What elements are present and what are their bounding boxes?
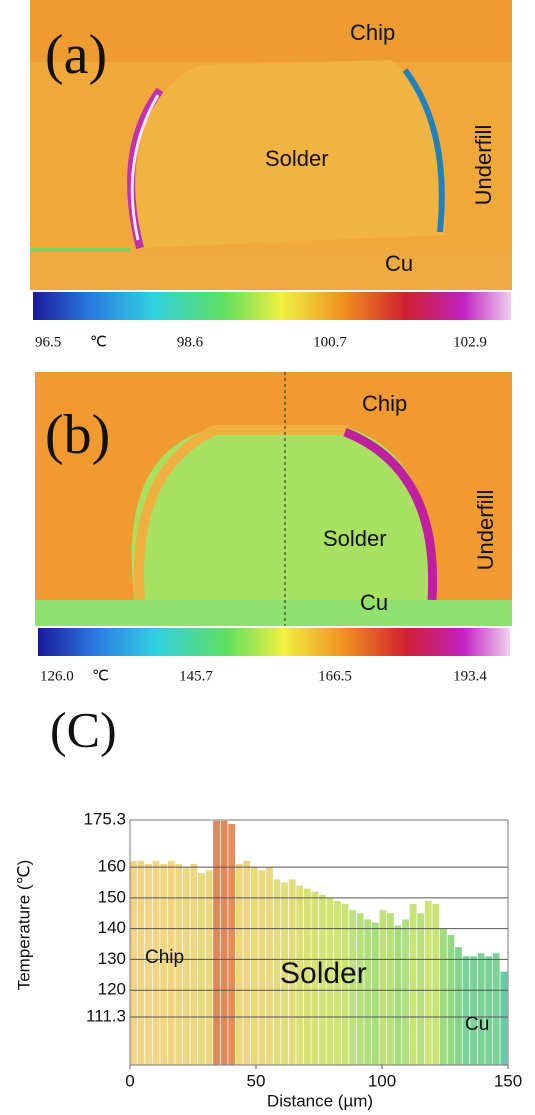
bar — [221, 821, 228, 1065]
figure: (a) Chip Solder Underfill Cu 96.5 ℃ 98.6… — [0, 0, 535, 1115]
x-tick-label: 50 — [247, 1071, 266, 1090]
y-axis-label: Temperature (℃) — [14, 860, 33, 991]
colorbar-a — [33, 292, 511, 320]
solder-label: Solder — [323, 526, 387, 551]
bar — [251, 867, 258, 1065]
bar — [417, 913, 424, 1065]
bar — [440, 929, 447, 1065]
colorbar-unit: ℃ — [92, 668, 109, 684]
colorbar-label: 166.5 — [318, 668, 352, 684]
bar — [402, 919, 409, 1065]
y-tick-label: 130 — [98, 949, 126, 968]
bar — [387, 913, 394, 1065]
x-tick-label: 100 — [368, 1071, 396, 1090]
bar — [455, 947, 462, 1065]
colorbar-label: 193.4 — [453, 668, 487, 684]
bar — [500, 972, 507, 1065]
bar — [372, 922, 379, 1065]
y-tick-label: 160 — [98, 857, 126, 876]
bar — [478, 953, 485, 1065]
cu-label: Cu — [360, 590, 388, 615]
bar — [364, 919, 371, 1065]
chart-title: (C) — [50, 701, 117, 757]
bar — [130, 861, 137, 1065]
annotation: Chip — [145, 947, 184, 968]
bar — [228, 824, 235, 1065]
bar — [485, 956, 492, 1065]
bar — [206, 870, 213, 1065]
colorbar-label: 102.9 — [453, 334, 487, 350]
colorbar-b — [38, 628, 510, 656]
bar — [463, 956, 470, 1065]
bar — [198, 873, 205, 1065]
bar — [190, 864, 197, 1065]
chip-label: Chip — [350, 20, 395, 45]
solder-label: Solder — [265, 146, 329, 171]
bar — [243, 861, 250, 1065]
x-tick-label: 0 — [125, 1071, 134, 1090]
x-tick-label: 150 — [494, 1071, 522, 1090]
colorbar-label: 126.0 — [40, 668, 74, 684]
x-axis-label: Distance (µm) — [267, 1091, 373, 1110]
bar — [259, 870, 266, 1065]
bar — [213, 821, 220, 1065]
colorbar-label: 100.7 — [313, 334, 347, 350]
annotation: Solder — [280, 957, 367, 990]
bar — [138, 861, 145, 1065]
bar — [379, 910, 386, 1065]
y-tick-label: 175.3 — [83, 809, 126, 828]
y-tick-label: 150 — [98, 887, 126, 906]
annotation: Cu — [465, 1014, 489, 1035]
underfill-label: Underfill — [473, 490, 498, 571]
underfill-label: Underfill — [471, 125, 496, 206]
bar — [425, 901, 432, 1065]
bar — [448, 935, 455, 1065]
bar — [236, 864, 243, 1065]
page: {"panels": [ {"label": "(a)", "chip": "C… — [0, 0, 535, 1115]
colorbar-label: 96.5 — [35, 334, 61, 350]
colorbar-unit: ℃ — [90, 334, 107, 350]
chip-label: Chip — [362, 391, 407, 416]
y-tick-label: 140 — [98, 918, 126, 937]
colorbar-label: 145.7 — [179, 668, 213, 684]
panel-label: (b) — [45, 404, 110, 466]
y-tick-label: 111.3 — [86, 1006, 126, 1025]
bar — [266, 867, 273, 1065]
cu-label: Cu — [385, 251, 413, 276]
y-tick-label: 120 — [98, 980, 126, 999]
panel-label: (a) — [45, 24, 107, 86]
bar — [493, 953, 500, 1065]
bar — [470, 956, 477, 1065]
colorbar-label: 98.6 — [177, 334, 204, 350]
bar — [395, 926, 402, 1065]
